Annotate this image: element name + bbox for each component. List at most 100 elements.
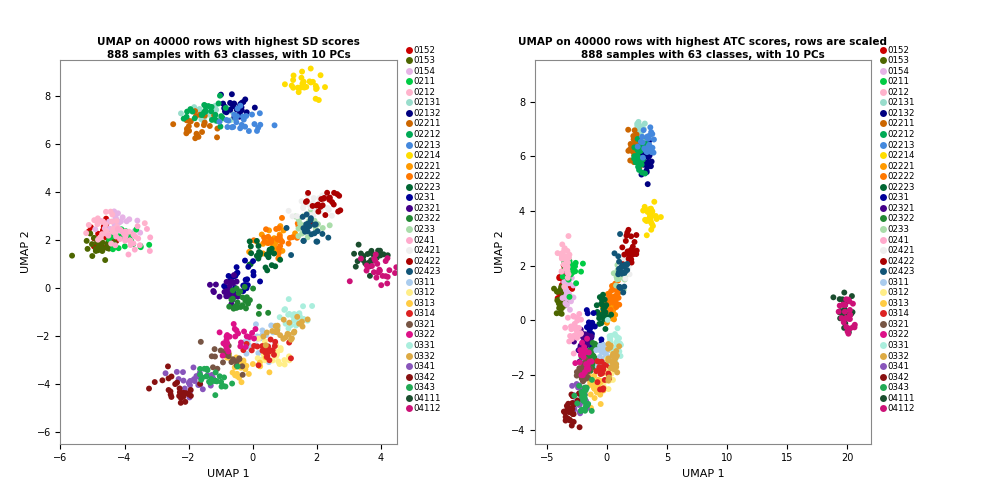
Point	[85, 252, 101, 260]
Point	[597, 303, 613, 311]
Point	[648, 212, 664, 220]
Point	[576, 341, 592, 349]
Point	[555, 261, 572, 269]
Point	[556, 277, 573, 285]
Point	[280, 325, 296, 333]
Point	[571, 382, 587, 390]
Point	[552, 285, 569, 293]
Point	[244, 329, 260, 337]
Point	[577, 395, 593, 403]
Point	[190, 372, 206, 381]
Point	[266, 241, 282, 249]
Point	[572, 357, 588, 365]
Point	[172, 399, 188, 407]
Point	[175, 393, 192, 401]
Point	[637, 119, 653, 128]
Point	[232, 355, 248, 363]
Point	[235, 287, 251, 295]
Point	[601, 369, 617, 377]
Point	[198, 102, 214, 110]
Point	[563, 335, 580, 343]
Point	[611, 260, 627, 268]
Point	[257, 264, 273, 272]
Point	[600, 316, 616, 324]
Point	[596, 383, 612, 391]
Point	[573, 351, 589, 359]
Point	[235, 282, 251, 290]
Point	[570, 317, 586, 325]
Point	[244, 346, 260, 354]
Point	[594, 319, 610, 327]
Point	[210, 365, 226, 373]
Point	[631, 132, 647, 140]
Point	[178, 116, 195, 124]
Point	[637, 144, 653, 152]
Point	[106, 237, 122, 245]
Point	[380, 251, 396, 259]
Point	[192, 111, 208, 119]
Point	[239, 293, 255, 301]
Point	[593, 385, 609, 393]
Point	[617, 275, 633, 283]
Point	[562, 271, 579, 279]
Point	[618, 260, 634, 268]
Point	[608, 286, 624, 294]
Point	[640, 153, 656, 161]
Point	[619, 266, 635, 274]
Point	[361, 259, 377, 267]
Point	[236, 328, 252, 336]
Point	[311, 208, 328, 216]
Point	[249, 237, 265, 245]
Y-axis label: UMAP 2: UMAP 2	[21, 231, 31, 273]
Point	[577, 361, 593, 369]
Point	[580, 361, 596, 369]
Point	[215, 382, 231, 390]
Point	[623, 140, 639, 148]
Point	[294, 318, 310, 326]
Point	[561, 258, 578, 266]
Point	[598, 301, 614, 309]
Point	[230, 330, 246, 338]
Point	[634, 152, 650, 160]
Point	[581, 368, 597, 376]
Point	[269, 351, 285, 359]
Point	[608, 354, 624, 362]
Point	[589, 357, 605, 365]
Point	[561, 283, 578, 291]
Point	[597, 347, 613, 355]
Point	[222, 333, 238, 341]
Point	[640, 135, 656, 143]
Point	[548, 309, 564, 318]
Point	[271, 244, 287, 253]
Point	[284, 212, 300, 220]
Point	[637, 203, 653, 211]
Point	[263, 236, 279, 244]
Point	[575, 360, 591, 368]
Point	[212, 328, 228, 336]
Point	[259, 329, 275, 337]
Point	[229, 263, 245, 271]
Point	[264, 244, 280, 253]
Point	[250, 354, 266, 362]
Point	[238, 276, 254, 284]
Point	[308, 84, 325, 92]
Point	[249, 127, 265, 135]
Point	[235, 346, 251, 354]
Point	[614, 284, 630, 292]
Point	[142, 247, 158, 255]
Point	[632, 129, 648, 137]
Point	[283, 251, 299, 259]
Point	[835, 307, 851, 316]
Point	[240, 337, 256, 345]
Point	[576, 397, 592, 405]
Point	[631, 136, 647, 144]
Point	[88, 247, 104, 255]
Point	[116, 229, 132, 237]
Point	[299, 220, 316, 228]
Point	[573, 407, 589, 415]
Point	[302, 216, 319, 224]
Point	[582, 364, 598, 372]
Point	[557, 265, 574, 273]
Point	[285, 76, 301, 84]
Point	[251, 248, 267, 256]
